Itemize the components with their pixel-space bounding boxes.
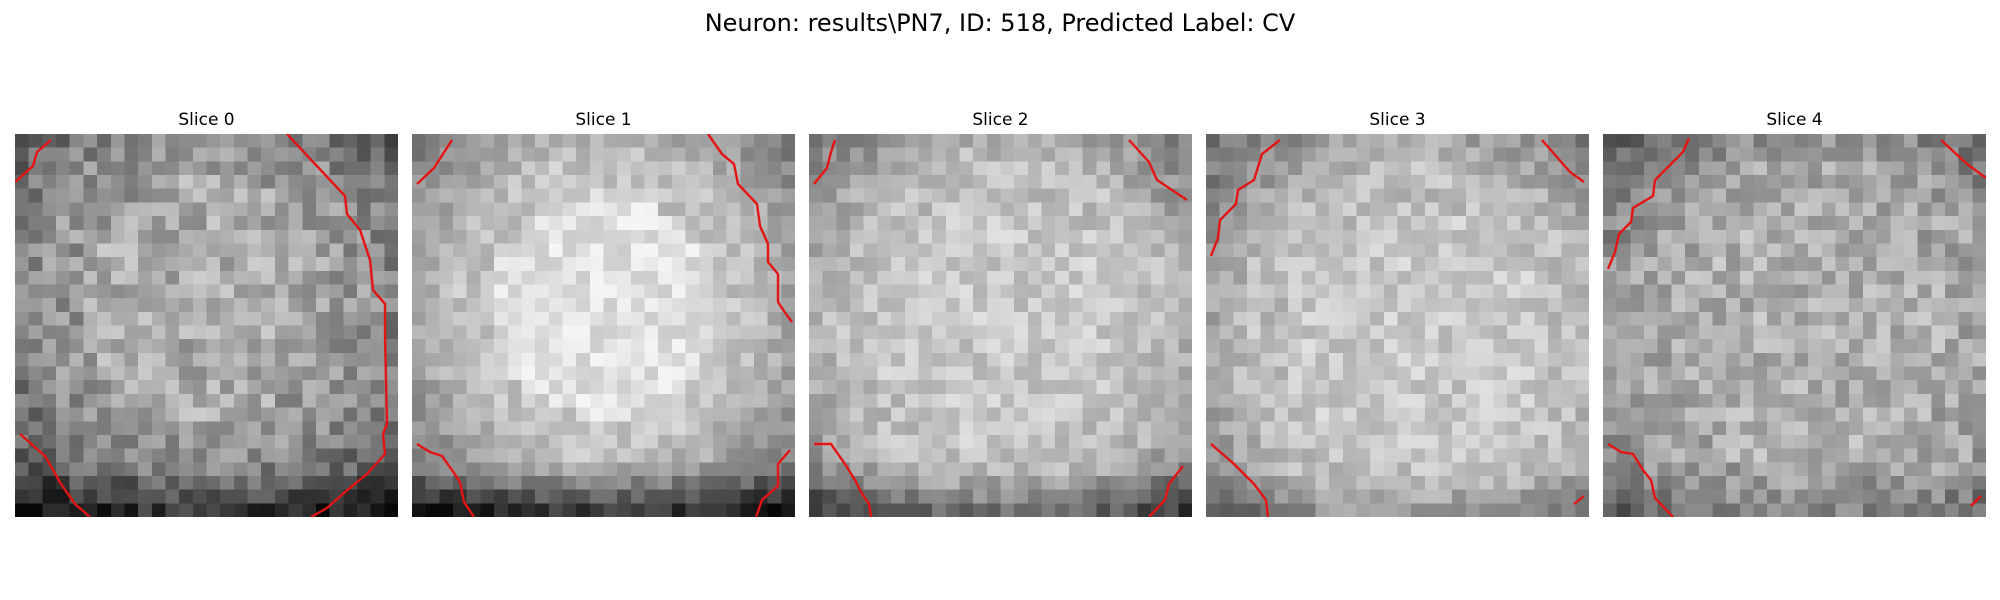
slice-2-title: Slice 2 [972, 110, 1029, 130]
contour-line [1210, 443, 1270, 517]
slice-3-image [1206, 134, 1589, 517]
contour-line [19, 433, 91, 517]
slice-4-title: Slice 4 [1766, 110, 1823, 130]
slice-1-contours [416, 134, 793, 517]
slice-1-pixels [412, 134, 795, 517]
contour-line [1148, 465, 1184, 517]
slice-4-image [1603, 134, 1986, 517]
contour-line [1940, 139, 1986, 179]
slice-2-image [809, 134, 1192, 517]
contour-line [286, 134, 389, 517]
slice-2-pixels [809, 134, 1192, 517]
contour-line [416, 139, 454, 185]
contour-line [707, 134, 793, 323]
contour-line [814, 442, 873, 517]
contour-line [1606, 137, 1691, 270]
figure-title: Neuron: results\PN7, ID: 518, Predicted … [704, 9, 1296, 37]
slice-1-image [412, 134, 795, 517]
slice-2-contours [813, 139, 1188, 517]
contour-line [1128, 139, 1188, 201]
contour-line [1573, 495, 1585, 505]
slice-4-pixels [1603, 134, 1986, 517]
slice-1-title: Slice 1 [575, 110, 632, 130]
contour-line [1209, 139, 1281, 257]
slice-0-contours [15, 134, 389, 517]
slice-4-contours [1606, 137, 1986, 517]
contour-line [1541, 139, 1585, 183]
contour-line [754, 449, 791, 517]
contour-line [1970, 495, 1982, 507]
slice-0-title: Slice 0 [178, 110, 235, 130]
contour-line [416, 442, 475, 517]
slice-3-pixels [1206, 134, 1589, 517]
contour-line [15, 139, 52, 183]
contour-line [1607, 442, 1674, 517]
slice-0-pixels [15, 134, 398, 517]
contour-line [813, 139, 837, 185]
slice-0-image [15, 134, 398, 517]
slice-3-title: Slice 3 [1369, 110, 1426, 130]
slice-3-contours [1209, 139, 1585, 517]
